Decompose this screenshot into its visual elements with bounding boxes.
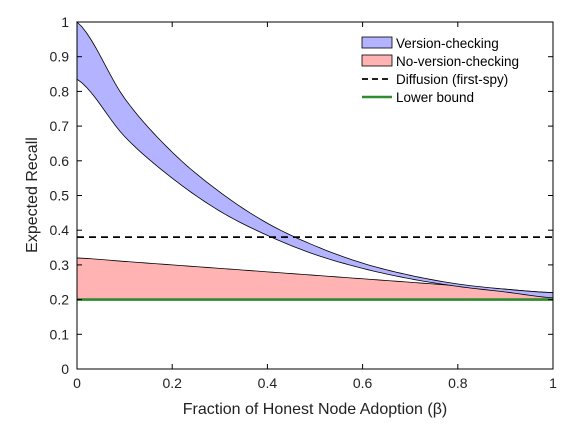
x-tick-label: 1 bbox=[549, 375, 557, 391]
lines bbox=[77, 236, 553, 301]
legend-label-no-version-checking: No-version-checking bbox=[396, 54, 519, 69]
x-tick-label: 0.2 bbox=[162, 375, 182, 391]
x-tick-label: 0.8 bbox=[448, 375, 468, 391]
x-axis-label: Fraction of Honest Node Adoption (β) bbox=[183, 401, 447, 418]
y-tick-label: 0.2 bbox=[50, 292, 70, 308]
legend-swatch-version-checking bbox=[361, 36, 393, 49]
y-axis-label: Expected Recall bbox=[24, 137, 41, 253]
y-tick-label: 0 bbox=[61, 361, 69, 377]
x-tick-label: 0 bbox=[73, 375, 81, 391]
y-tick-label: 0.1 bbox=[50, 326, 70, 342]
ticks: 0 0.2 0.4 0.6 0.8 1 0 0.1 0.2 0.3 0.4 0.5 0.6 0.7 0.8 0… bbox=[50, 14, 558, 391]
legend-label-version-checking: Version-checking bbox=[396, 36, 499, 51]
y-tick-label: 0.5 bbox=[50, 188, 70, 204]
legend-items: Version-checking No-version-checking Diffu… bbox=[361, 36, 519, 105]
y-tick-label: 0.6 bbox=[50, 153, 70, 169]
y-tick-label: 0.4 bbox=[50, 222, 70, 238]
legend-swatch-no-version-checking bbox=[361, 54, 393, 67]
legend-label-diffusion-first-spy: Diffusion (first-spy) bbox=[396, 72, 508, 87]
y-tick-label: 1 bbox=[61, 14, 69, 30]
y-tick-label: 0.9 bbox=[50, 49, 70, 65]
x-tick-label: 0.4 bbox=[258, 375, 278, 391]
legend: Version-checking No-version-checking Diffu… bbox=[358, 31, 524, 105]
y-tick-label: 0.8 bbox=[50, 83, 70, 99]
y-tick-label: 0.7 bbox=[50, 118, 70, 134]
x-tick-label: 0.6 bbox=[353, 375, 373, 391]
y-tick-label: 0.3 bbox=[50, 257, 70, 273]
legend-label-lower-bound: Lower bound bbox=[396, 90, 474, 105]
